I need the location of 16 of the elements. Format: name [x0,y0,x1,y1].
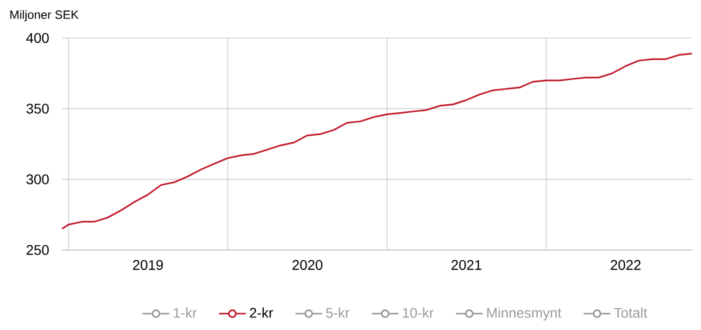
legend-label: 5-kr [326,308,350,318]
y-tick-label: 400 [26,33,49,43]
legend-label: 10-kr [402,308,434,318]
y-tick-label: 350 [26,104,49,114]
y-tick-label: 250 [26,245,49,255]
legend-label: 1-kr [174,308,197,318]
y-axis-title: Miljoner SEK [10,10,79,22]
legend-label: Totalt [614,308,648,318]
x-tick-label: 2021 [452,260,482,270]
x-tick-label: 2019 [133,260,163,270]
x-tick-label: 2022 [610,260,641,270]
y-tick-label: 300 [26,174,49,184]
legend-label: Minnesmynt [487,308,562,321]
x-tick-label: 2020 [292,260,322,270]
line-series [61,52,693,230]
legend-label: 2-kr [250,308,274,318]
